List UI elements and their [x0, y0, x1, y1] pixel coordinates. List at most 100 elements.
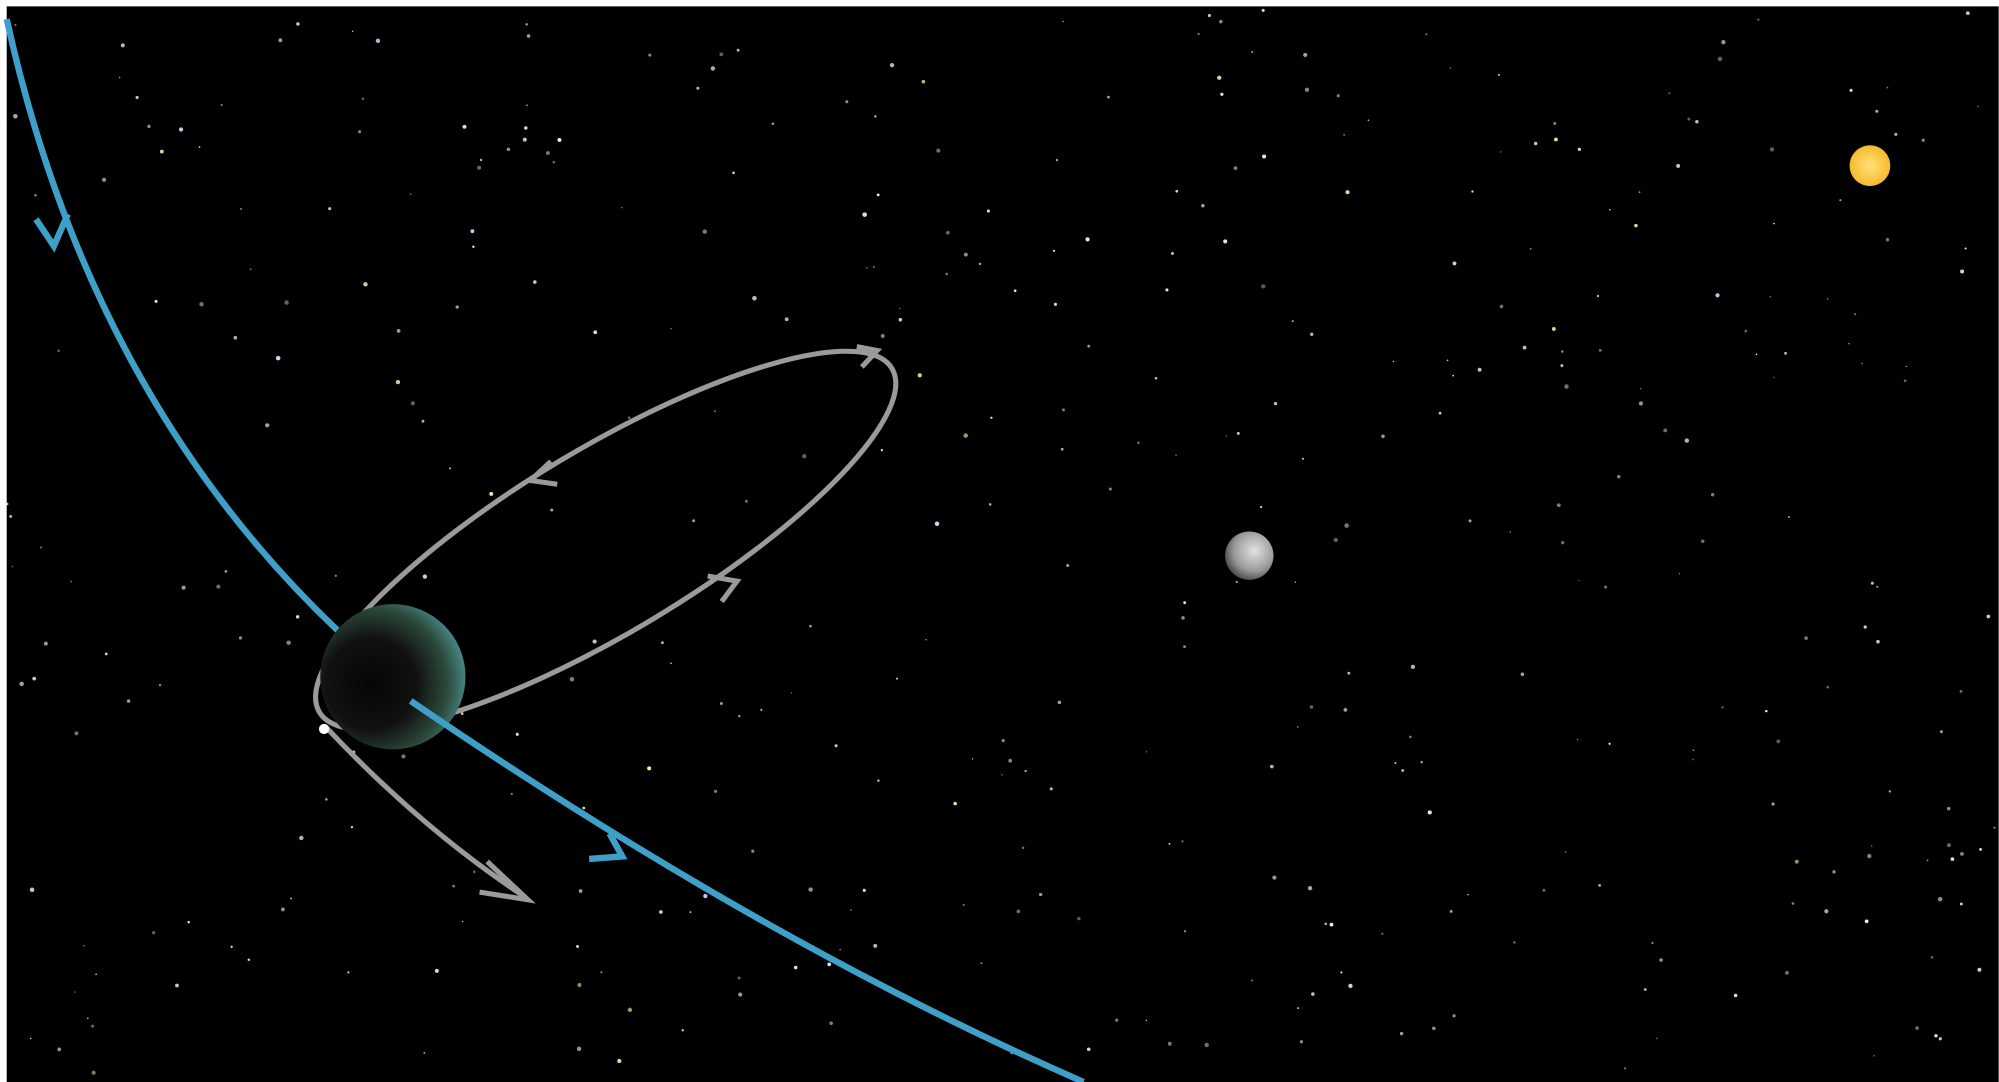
star — [1977, 967, 1982, 972]
star — [1343, 133, 1346, 136]
star — [1915, 1026, 1919, 1030]
star — [1926, 859, 1929, 862]
star — [1876, 639, 1880, 644]
star — [361, 97, 365, 101]
star — [265, 423, 270, 428]
star — [696, 86, 700, 90]
star — [1001, 739, 1005, 743]
star — [1824, 909, 1829, 914]
star — [1175, 454, 1177, 456]
star — [286, 640, 291, 645]
star — [771, 122, 775, 125]
star — [1765, 709, 1768, 713]
star — [1394, 762, 1397, 764]
star — [1167, 1041, 1172, 1046]
star — [988, 503, 992, 506]
star — [1427, 810, 1432, 815]
star — [1340, 971, 1343, 974]
star — [1367, 119, 1370, 122]
star — [670, 327, 672, 330]
star — [862, 212, 867, 217]
star — [1598, 348, 1602, 352]
star — [1960, 851, 1964, 856]
star — [86, 1017, 89, 1020]
star — [1676, 163, 1681, 168]
sun — [1849, 145, 1891, 187]
star — [980, 962, 983, 965]
star — [1863, 625, 1867, 629]
star — [1560, 540, 1565, 545]
star — [661, 641, 664, 645]
orbit-arrow — [524, 459, 558, 487]
star — [889, 62, 895, 68]
star — [1311, 992, 1315, 996]
star — [784, 317, 789, 322]
star — [1684, 438, 1690, 443]
star — [1345, 190, 1350, 195]
star — [275, 355, 281, 361]
star — [74, 991, 76, 993]
star — [247, 958, 251, 962]
star — [946, 230, 950, 235]
star — [862, 888, 866, 892]
star — [525, 23, 528, 26]
star — [1066, 564, 1069, 567]
star — [1554, 137, 1558, 142]
departure-arrow — [479, 859, 536, 904]
star — [1137, 441, 1140, 444]
star — [1183, 601, 1187, 605]
star — [1771, 802, 1775, 806]
star — [552, 160, 556, 164]
star — [1551, 326, 1556, 331]
star — [158, 683, 162, 687]
star — [1324, 922, 1328, 926]
star — [569, 677, 575, 682]
star — [1223, 239, 1228, 244]
star — [455, 305, 459, 309]
star — [802, 454, 807, 459]
star — [324, 797, 328, 801]
star — [1875, 109, 1879, 113]
star — [1301, 457, 1305, 460]
star — [1181, 616, 1185, 620]
star — [11, 565, 14, 568]
star — [1262, 154, 1267, 159]
star — [1603, 585, 1608, 589]
star — [1220, 92, 1224, 96]
star — [1529, 248, 1532, 250]
star — [1959, 902, 1963, 906]
star — [1938, 1037, 1942, 1041]
star — [1964, 247, 1967, 250]
star — [510, 792, 513, 795]
star — [829, 1021, 833, 1026]
star — [719, 52, 724, 57]
star — [395, 379, 401, 385]
star — [1145, 751, 1148, 753]
star — [95, 973, 97, 976]
star — [1832, 870, 1836, 874]
star — [233, 335, 238, 340]
star — [744, 499, 748, 503]
star — [296, 22, 300, 26]
star — [401, 754, 406, 759]
trajectory — [408, 698, 1085, 1082]
star — [713, 410, 716, 413]
star — [790, 692, 793, 694]
star — [525, 104, 528, 107]
star — [1776, 739, 1781, 744]
star — [670, 662, 672, 665]
star — [1219, 19, 1223, 24]
star — [710, 66, 716, 71]
star — [1333, 537, 1338, 542]
star — [719, 702, 723, 705]
star — [1930, 956, 1934, 959]
star — [461, 920, 464, 923]
star — [1297, 1007, 1300, 1010]
star — [238, 636, 242, 640]
star — [647, 766, 652, 771]
star — [1057, 700, 1062, 705]
star — [1773, 376, 1775, 378]
star — [422, 574, 428, 579]
star — [963, 252, 968, 257]
star — [120, 43, 125, 48]
